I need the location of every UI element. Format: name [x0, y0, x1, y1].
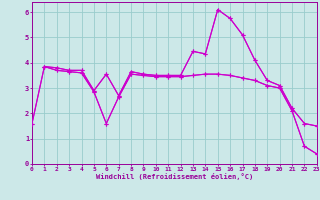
X-axis label: Windchill (Refroidissement éolien,°C): Windchill (Refroidissement éolien,°C)	[96, 173, 253, 180]
